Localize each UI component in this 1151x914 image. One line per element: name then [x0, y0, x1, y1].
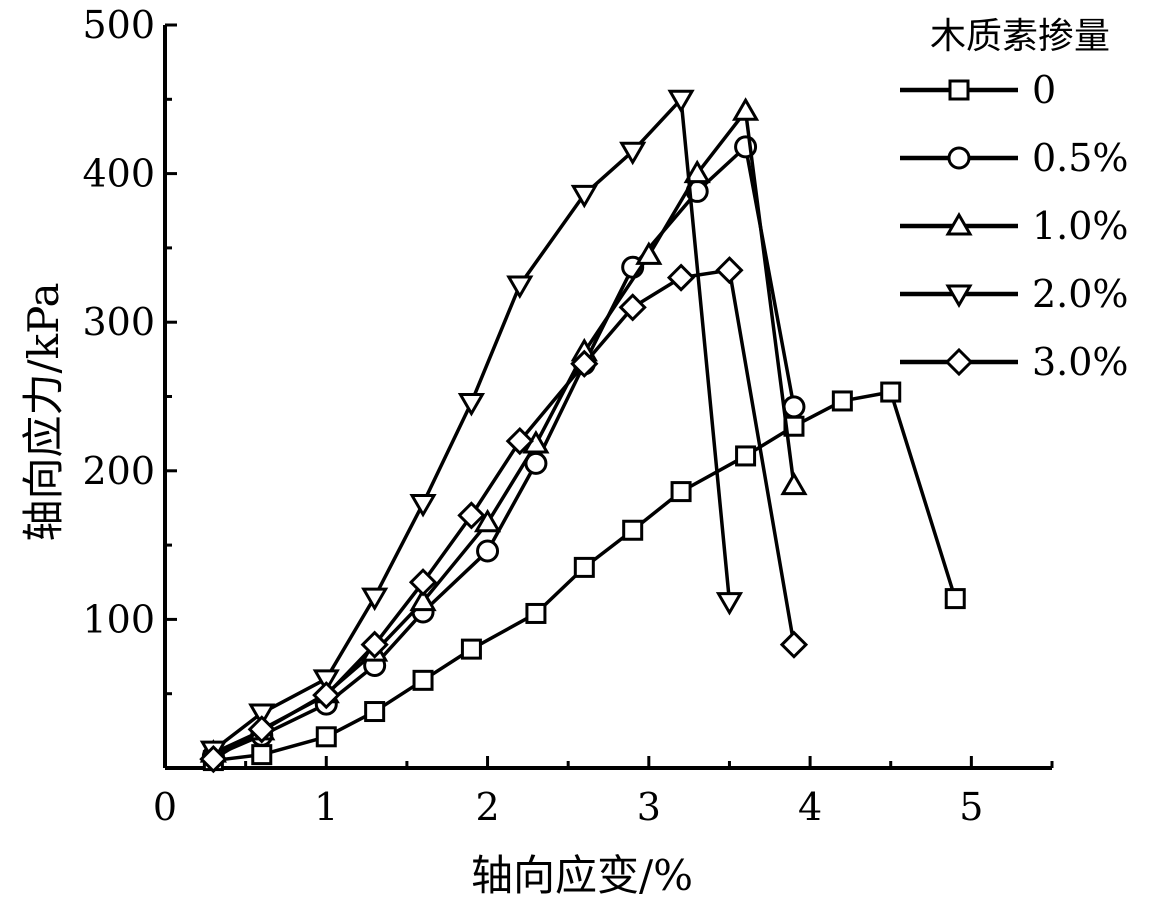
data-point — [457, 392, 486, 417]
data-point — [715, 592, 744, 616]
data-point — [412, 669, 434, 691]
legend-entry: 2.0% — [900, 272, 1129, 316]
series-0 — [202, 381, 966, 772]
data-point — [670, 481, 692, 503]
data-point — [831, 390, 853, 412]
data-point — [944, 588, 966, 610]
legend-entry: 3.0% — [900, 340, 1129, 384]
series-line-2 — [212, 109, 796, 755]
y-axis-title: 轴向应力/kPa — [19, 282, 68, 541]
data-point — [880, 381, 902, 403]
data-point — [248, 703, 276, 728]
legend-label: 3.0% — [1032, 340, 1129, 384]
data-point — [476, 539, 500, 563]
legend-marker — [945, 212, 973, 236]
data-point — [457, 501, 486, 530]
y-tick-label: 200 — [82, 449, 155, 493]
legend-title: 木质素掺量 — [930, 16, 1110, 57]
x-tick-label: 2 — [475, 785, 499, 829]
legend-label: 2.0% — [1032, 272, 1129, 316]
legend: 木质素掺量 0 0.5% 1.0% 2.0% 3.0% — [900, 16, 1129, 384]
series-line-1 — [212, 145, 796, 758]
data-point — [361, 587, 389, 612]
series-3 — [199, 89, 744, 765]
legend-marker — [945, 284, 973, 308]
data-point — [315, 726, 337, 748]
y-tick-label: 100 — [82, 597, 155, 641]
data-point — [251, 744, 273, 766]
data-point — [622, 519, 644, 541]
legend-entry: 0.5% — [900, 136, 1129, 180]
data-point — [364, 701, 386, 723]
data-point — [635, 241, 663, 265]
x-tick-label: 3 — [637, 785, 661, 829]
data-point — [618, 293, 647, 322]
y-tick-label: 500 — [82, 3, 155, 47]
y-tick-label: 300 — [82, 300, 155, 344]
data-point — [573, 556, 595, 578]
legend-entry: 1.0% — [900, 204, 1129, 248]
data-point — [199, 744, 228, 774]
x-tick-label: 1 — [314, 785, 338, 829]
data-point — [666, 263, 696, 292]
data-point — [460, 638, 482, 660]
legend-label: 0 — [1032, 68, 1056, 112]
series-4 — [199, 256, 809, 774]
data-point — [505, 426, 534, 456]
data-point — [312, 681, 341, 710]
data-point — [779, 630, 809, 659]
data-point — [506, 275, 534, 300]
data-point — [409, 587, 437, 612]
data-point — [619, 141, 647, 166]
legend-marker — [948, 79, 970, 101]
data-point — [782, 395, 806, 419]
legend-label: 0.5% — [1032, 136, 1129, 180]
data-point — [247, 715, 276, 744]
x-tick-label: 4 — [798, 785, 822, 829]
series-layer — [199, 89, 966, 774]
data-point — [715, 256, 744, 285]
x-tick-label: 5 — [959, 785, 983, 829]
data-point — [780, 471, 808, 496]
axes: 0 1 2 3 4 5 100 200 300 400 500 — [82, 3, 1054, 829]
y-tick-label: 400 — [82, 152, 155, 196]
data-point — [570, 184, 598, 209]
series-line-4 — [212, 268, 796, 761]
data-point — [473, 508, 502, 533]
data-point — [570, 349, 599, 378]
x-tick-label: 0 — [153, 785, 177, 829]
legend-entry: 0 — [900, 68, 1056, 112]
data-point — [525, 602, 547, 624]
data-point — [408, 568, 438, 597]
data-point — [360, 630, 389, 659]
legend-marker — [947, 146, 971, 170]
x-axis-title: 轴向应变/% — [471, 851, 693, 900]
data-point — [312, 669, 340, 693]
data-point — [409, 493, 437, 518]
data-point — [667, 89, 695, 114]
data-point — [735, 445, 757, 467]
legend-label: 1.0% — [1032, 204, 1129, 248]
data-point — [683, 159, 711, 184]
legend-marker — [944, 347, 974, 377]
data-point — [731, 97, 760, 121]
